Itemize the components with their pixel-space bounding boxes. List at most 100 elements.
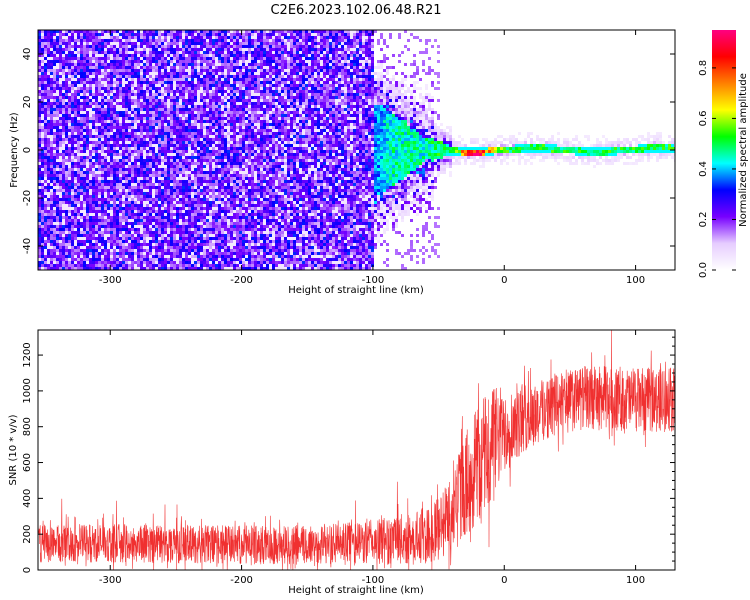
heatmap-cell	[203, 84, 206, 87]
heatmap-cell	[71, 54, 74, 57]
heatmap-cell	[161, 198, 164, 201]
heatmap-cell	[74, 210, 77, 213]
heatmap-cell	[209, 225, 212, 228]
heatmap-cell	[65, 213, 68, 216]
heatmap-cell	[131, 264, 134, 267]
heatmap-cell	[47, 168, 50, 171]
heatmap-cell	[59, 183, 62, 186]
heatmap-cell	[143, 195, 146, 198]
heatmap-cell	[152, 135, 155, 138]
heatmap-cell	[173, 141, 176, 144]
heatmap-cell	[107, 216, 110, 219]
heatmap-cell	[128, 180, 131, 183]
heatmap-cell	[146, 159, 149, 162]
heatmap-cell	[185, 78, 188, 81]
heatmap-cell	[179, 138, 182, 141]
heatmap-cell	[173, 174, 176, 177]
heatmap-cell	[59, 180, 62, 183]
heatmap-cell	[215, 186, 218, 189]
heatmap-cell	[194, 90, 197, 93]
heatmap-cell	[92, 207, 95, 210]
heatmap-cell	[197, 258, 200, 261]
heatmap-cell	[92, 42, 95, 45]
heatmap-cell	[56, 120, 59, 123]
heatmap-cell	[176, 216, 179, 219]
heatmap-cell	[206, 48, 209, 51]
heatmap-cell	[158, 75, 161, 78]
heatmap-cell	[221, 177, 224, 180]
heatmap-cell	[74, 93, 77, 96]
heatmap-cell	[167, 33, 170, 36]
heatmap-cell	[209, 177, 212, 180]
heatmap-cell	[89, 108, 92, 111]
heatmap-cell	[212, 204, 215, 207]
heatmap-cell	[191, 150, 194, 153]
heatmap-cell	[164, 159, 167, 162]
heatmap-cell	[107, 75, 110, 78]
heatmap-cell	[215, 126, 218, 129]
heatmap-cell	[41, 231, 44, 234]
heatmap-cell	[107, 105, 110, 108]
heatmap-cell	[140, 132, 143, 135]
heatmap-cell	[155, 90, 158, 93]
heatmap-cell	[125, 249, 128, 252]
heatmap-cell	[218, 138, 221, 141]
heatmap-cell	[113, 213, 116, 216]
heatmap-cell	[80, 45, 83, 48]
heatmap-cell	[161, 30, 164, 33]
heatmap-cell	[197, 186, 200, 189]
heatmap-cell	[110, 225, 113, 228]
heatmap-cell	[71, 222, 74, 225]
heatmap-cell	[125, 234, 128, 237]
heatmap-cell	[95, 252, 98, 255]
heatmap-cell	[197, 135, 200, 138]
heatmap-cell	[137, 153, 140, 156]
heatmap-cell	[47, 120, 50, 123]
heatmap-cell	[200, 264, 203, 267]
heatmap-cell	[86, 174, 89, 177]
heatmap-cell	[173, 102, 176, 105]
heatmap-cell	[158, 72, 161, 75]
heatmap-cell	[200, 117, 203, 120]
heatmap-cell	[140, 168, 143, 171]
heatmap-cell	[38, 117, 41, 120]
heatmap-cell	[143, 93, 146, 96]
heatmap-cell	[194, 48, 197, 51]
heatmap-cell	[59, 135, 62, 138]
heatmap-cell	[197, 222, 200, 225]
heatmap-cell	[68, 99, 71, 102]
heatmap-cell	[101, 84, 104, 87]
heatmap-cell	[122, 60, 125, 63]
heatmap-cell	[68, 150, 71, 153]
heatmap-cell	[212, 258, 215, 261]
heatmap-cell	[206, 141, 209, 144]
heatmap-cell	[143, 129, 146, 132]
heatmap-cell	[212, 168, 215, 171]
heatmap-cell	[56, 36, 59, 39]
heatmap-cell	[86, 171, 89, 174]
heatmap-cell	[53, 51, 56, 54]
heatmap-cell	[218, 66, 221, 69]
heatmap-cell	[185, 186, 188, 189]
heatmap-cell	[110, 36, 113, 39]
heatmap-cell	[86, 45, 89, 48]
heatmap-cell	[182, 237, 185, 240]
heatmap-cell	[104, 204, 107, 207]
heatmap-cell	[116, 264, 119, 267]
heatmap-cell	[50, 153, 53, 156]
heatmap-cell	[77, 183, 80, 186]
heatmap-cell	[194, 156, 197, 159]
heatmap-cell	[146, 141, 149, 144]
heatmap-cell	[104, 183, 107, 186]
heatmap-cell	[128, 225, 131, 228]
heatmap-cell	[167, 63, 170, 66]
heatmap-cell	[206, 30, 209, 33]
heatmap-cell	[215, 225, 218, 228]
heatmap-cell	[125, 39, 128, 42]
heatmap-cell	[212, 249, 215, 252]
heatmap-cell	[182, 243, 185, 246]
heatmap-cell	[203, 75, 206, 78]
heatmap-cell	[143, 123, 146, 126]
heatmap-cell	[224, 69, 227, 72]
heatmap-cell	[65, 102, 68, 105]
